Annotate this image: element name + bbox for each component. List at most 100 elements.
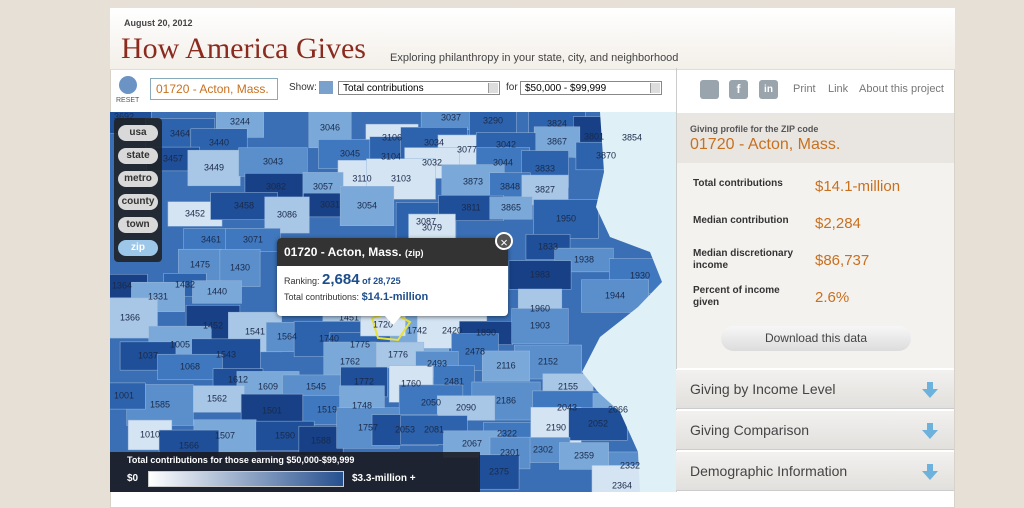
- accordion-header[interactable]: Demographic Information: [676, 451, 954, 491]
- zip-label: 3106: [382, 132, 402, 142]
- arrow-shape: [922, 382, 938, 398]
- zip-label: 3071: [243, 234, 263, 244]
- zip-area[interactable]: [568, 407, 628, 441]
- zip-label: 3464: [170, 128, 190, 138]
- expand-arrow[interactable]: [922, 382, 938, 398]
- zip-label: 3087: [416, 216, 436, 226]
- zip-area[interactable]: [264, 196, 310, 234]
- zip-label: 1776: [388, 349, 408, 359]
- popup-close[interactable]: ×: [495, 232, 513, 250]
- zip-label: 2043: [557, 402, 577, 412]
- zip-label: 3046: [320, 122, 340, 132]
- profile-value: $86,737: [815, 252, 870, 269]
- zip-label: 3824: [547, 118, 567, 128]
- map[interactable]: 3692 3244 3046 3106 3037 3290 3824 3801 3854 3867…: [110, 112, 676, 492]
- zip-area[interactable]: [511, 308, 569, 344]
- twitter-icon[interactable]: [700, 80, 719, 99]
- print-link[interactable]: Print: [793, 83, 816, 95]
- profile-header: [677, 113, 954, 163]
- accordion-header[interactable]: Giving Comparison: [676, 410, 954, 450]
- zip-label: 3801: [584, 131, 604, 141]
- zip-area[interactable]: [559, 442, 609, 470]
- zip-area[interactable]: [157, 353, 223, 381]
- popup-body: Ranking: 2,684 of 28,725 Total contribut…: [277, 266, 508, 308]
- reset-label[interactable]: RESET: [116, 97, 140, 104]
- zip-area[interactable]: [238, 147, 308, 177]
- expand-arrow[interactable]: [922, 423, 938, 439]
- zip-label: 3057: [313, 181, 333, 191]
- zip-label: 1983: [530, 269, 550, 279]
- zip-label: 1950: [556, 213, 576, 223]
- search-input[interactable]: 01720 - Acton, Mass.: [150, 78, 278, 100]
- profile-label: Median contribution: [693, 215, 789, 226]
- link-link[interactable]: Link: [828, 83, 849, 95]
- zip-area[interactable]: [533, 199, 599, 239]
- zoom-button[interactable]: metro: [118, 171, 158, 187]
- about-link[interactable]: About this project: [859, 83, 944, 95]
- zip-label: 1903: [530, 320, 550, 330]
- measure-select[interactable]: Total contributions: [338, 81, 500, 95]
- zip-label: 1564: [277, 331, 297, 341]
- ranking-label: Ranking:: [284, 276, 320, 286]
- download-button[interactable]: Download this data: [721, 326, 911, 351]
- accordion-header[interactable]: Giving by Income Level: [676, 369, 954, 409]
- zoom-button[interactable]: zip: [118, 240, 158, 256]
- zip-area[interactable]: [508, 260, 572, 290]
- zoom-button[interactable]: town: [118, 217, 158, 233]
- zip-label: 1757: [358, 422, 378, 432]
- zip-label: 1585: [150, 399, 170, 409]
- zip-area[interactable]: [298, 425, 344, 457]
- zip-label: 1331: [148, 291, 168, 301]
- zip-label: 1938: [574, 254, 594, 264]
- zip-label: 3827: [535, 184, 555, 194]
- zip-label: 1005: [170, 339, 190, 349]
- profile-place: 01720 - Acton, Mass.: [690, 136, 841, 153]
- zip-label: 2322: [497, 428, 517, 438]
- zip-area[interactable]: [371, 341, 425, 369]
- zip-area[interactable]: [339, 186, 395, 226]
- reset-icon[interactable]: [119, 76, 137, 94]
- zoom-button[interactable]: county: [118, 194, 158, 210]
- arrow-shape: [922, 464, 938, 480]
- expand-arrow[interactable]: [922, 464, 938, 480]
- zip-label: 3865: [501, 202, 521, 212]
- zip-area[interactable]: [219, 249, 261, 287]
- profile-value: $14.1-million: [815, 178, 901, 195]
- linkedin-icon[interactable]: in: [759, 80, 778, 99]
- contrib: $14.1-million: [361, 291, 429, 303]
- zip-label: 2301: [500, 447, 520, 457]
- zip-area[interactable]: [187, 149, 241, 187]
- zip-label: 3031: [320, 199, 340, 209]
- popup-header: 01720 - Acton, Mass. (zip): [277, 238, 508, 266]
- zip-label: 1562: [207, 393, 227, 403]
- zip-label: 1833: [538, 241, 558, 251]
- zoom-button[interactable]: usa: [118, 125, 158, 141]
- zip-label: 3452: [185, 208, 205, 218]
- zip-label: 1430: [230, 262, 250, 272]
- zip-area[interactable]: [189, 385, 245, 413]
- zoom-button[interactable]: state: [118, 148, 158, 164]
- zip-label: 3811: [461, 202, 480, 212]
- zip-label: 1609: [258, 381, 278, 391]
- income-select[interactable]: $50,000 - $99,999: [520, 81, 662, 95]
- profile-label: Percent of income given: [693, 285, 780, 308]
- zip-label: 1452: [203, 320, 223, 330]
- zip-area[interactable]: [478, 454, 520, 490]
- zip-area[interactable]: [581, 279, 649, 313]
- zip-label: 2050: [421, 397, 441, 407]
- contrib-label: Total contributions:: [284, 292, 360, 302]
- zip-label: 1541: [245, 326, 265, 336]
- zip-label: 2186: [496, 395, 516, 405]
- facebook-icon[interactable]: f: [729, 80, 748, 99]
- zip-area[interactable]: [489, 196, 533, 220]
- zip-label: 3873: [463, 176, 483, 186]
- zip-label: 1451: [339, 312, 359, 322]
- zip-area[interactable]: [192, 280, 242, 304]
- zip-area[interactable]: [481, 350, 531, 382]
- zip-label: 3077: [457, 144, 477, 154]
- title: How America Gives: [121, 32, 366, 65]
- popup: 01720 - Acton, Mass. (zip) Ranking: 2,68…: [277, 238, 508, 316]
- zip-label: 3449: [204, 162, 224, 172]
- zip-label: 3082: [266, 181, 286, 191]
- zip-area[interactable]: [110, 382, 146, 410]
